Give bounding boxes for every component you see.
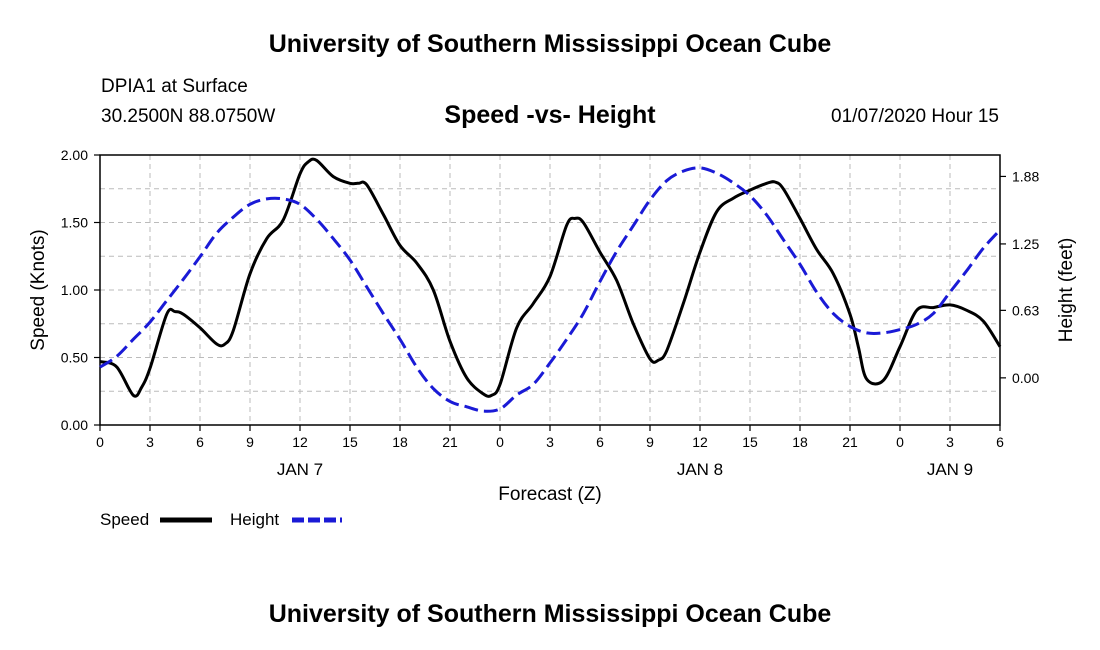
legend-height-label: Height (230, 510, 279, 529)
x-day-label: JAN 8 (677, 460, 723, 479)
x-tick-label: 3 (146, 434, 154, 450)
y-left-tick-label: 1.00 (61, 282, 88, 298)
x-tick-label: 6 (596, 434, 604, 450)
x-day-label: JAN 9 (927, 460, 973, 479)
legend-speed-label: Speed (100, 510, 149, 529)
y-right-tick-label: 1.88 (1012, 168, 1039, 184)
y-axis-right-label: Height (feet) (1056, 238, 1077, 343)
x-axis-label: Forecast (Z) (498, 484, 601, 505)
grid (100, 155, 1000, 425)
bottom-title: University of Southern Mississippi Ocean… (268, 600, 832, 628)
y-left-tick-label: 0.00 (61, 417, 88, 433)
x-tick-label: 12 (292, 434, 308, 450)
y-right-tick-label: 0.00 (1012, 370, 1039, 386)
x-tick-label: 3 (946, 434, 954, 450)
legend: Speed Height (100, 510, 342, 529)
speed-series-line (99, 157, 1002, 398)
y-right-tick-label: 1.25 (1012, 236, 1039, 252)
y-right-tick-label: 0.63 (1012, 302, 1039, 318)
station-label: DPIA1 at Surface (101, 76, 248, 97)
coords-label: 30.2500N 88.0750W (101, 106, 276, 127)
plot-title: Speed -vs- Height (444, 101, 656, 129)
x-tick-label: 3 (546, 434, 554, 450)
x-tick-label: 6 (196, 434, 204, 450)
top-title: University of Southern Mississippi Ocean… (268, 30, 832, 58)
x-tick-label: 12 (692, 434, 708, 450)
x-tick-label: 21 (842, 434, 858, 450)
x-day-label: JAN 7 (277, 460, 323, 479)
y-axis-left-label: Speed (Knots) (28, 229, 49, 350)
axis-ticks: 0 3 6 9 12 15 18 21 0 3 6 9 12 15 18 21 0 3 6 JAN 7 JAN 8 JAN… (61, 147, 1040, 479)
x-tick-label: 15 (742, 434, 758, 450)
y-left-tick-label: 1.50 (61, 215, 88, 231)
series (99, 157, 1002, 413)
height-series-line (99, 166, 1002, 413)
x-tick-label: 18 (392, 434, 408, 450)
x-tick-label: 6 (996, 434, 1004, 450)
x-tick-label: 0 (896, 434, 904, 450)
x-tick-label: 21 (442, 434, 458, 450)
y-left-tick-label: 2.00 (61, 147, 88, 163)
datetime-label: 01/07/2020 Hour 15 (831, 106, 999, 127)
x-tick-label: 9 (246, 434, 254, 450)
x-tick-label: 0 (496, 434, 504, 450)
x-tick-label: 18 (792, 434, 808, 450)
x-tick-label: 15 (342, 434, 358, 450)
x-tick-label: 9 (646, 434, 654, 450)
x-tick-label: 0 (96, 434, 104, 450)
y-left-tick-label: 0.50 (61, 350, 88, 366)
